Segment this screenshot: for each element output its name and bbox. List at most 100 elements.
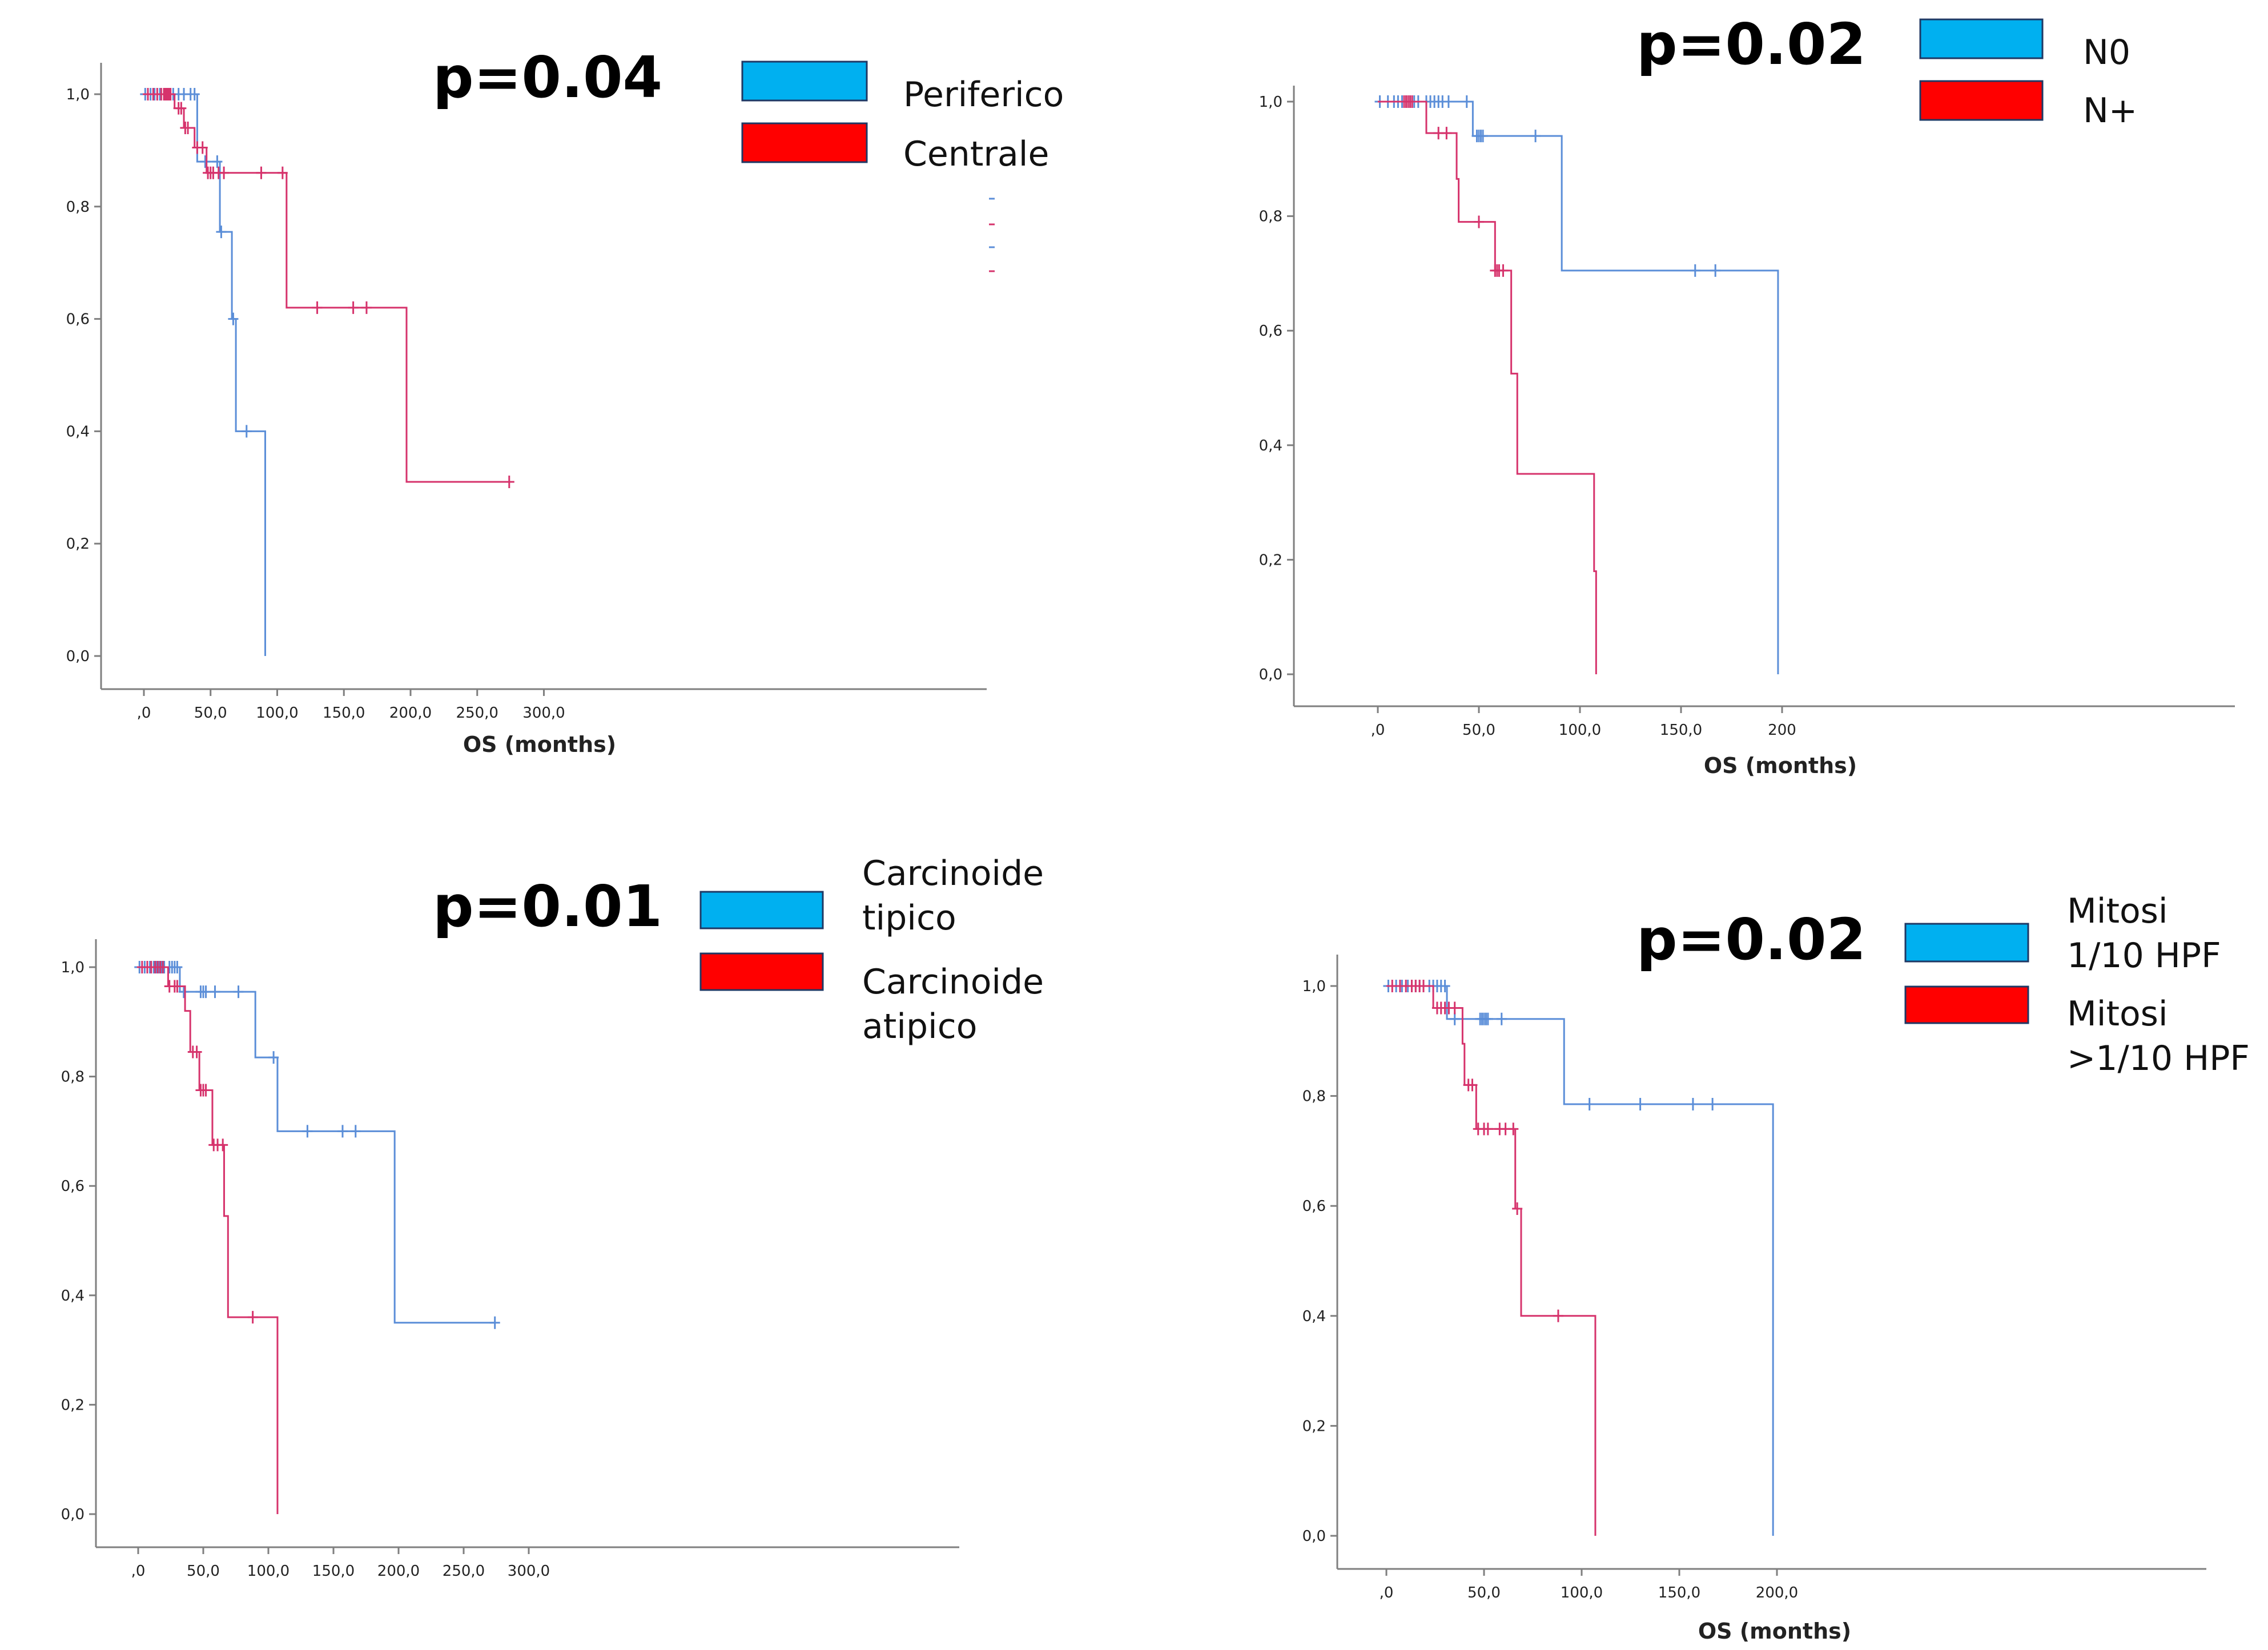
- km-curve-blue: [138, 966, 495, 1324]
- censor-mark: [1498, 264, 1509, 277]
- censor-mark: [178, 985, 189, 999]
- y-tick-label: 1,0: [1259, 94, 1282, 111]
- legend-line: Mitosi: [2067, 891, 2168, 931]
- y-tick-label: 0,2: [66, 536, 90, 553]
- y-tick-label: 0,6: [61, 1178, 85, 1195]
- chart-panel-1: 0,0 0,2 0,4 0,6 0,8 1,0 ,0 50,0 100,0 150,0 200,0 2…: [66, 44, 1064, 757]
- censor-mark: [348, 301, 359, 314]
- x-tick-label: ,0: [1371, 722, 1385, 739]
- x-tick-label: 200,0: [377, 1563, 420, 1580]
- plot-area-3: 0,0 0,2 0,4 0,6 0,8 1,0 ,0 50,0 100,0 150,0 200,0 2…: [61, 939, 959, 1580]
- x-tick-label: 300,0: [508, 1563, 550, 1580]
- y-tick-label: 0,6: [1302, 1198, 1326, 1215]
- legend-label-centrale: Centrale: [903, 134, 1049, 174]
- p-value-3: p=0.01: [433, 873, 662, 940]
- censor-mark: [165, 88, 176, 100]
- y-tick-label: 0,6: [1259, 323, 1282, 340]
- legend-swatch-n0: [1919, 18, 2044, 59]
- legend-2: N0 N+: [1919, 18, 2137, 131]
- x-tick-label: 100,0: [247, 1563, 289, 1580]
- legend-swatch-periferico: [741, 61, 868, 102]
- legend-1: Periferico Centrale: [741, 61, 1064, 272]
- y-tick-label: 0,6: [66, 311, 90, 328]
- x-tick-label: 150,0: [1658, 1584, 1700, 1601]
- legend-label-mitosi-high: Mitosi >1/10 HPF: [2067, 994, 2250, 1078]
- censor-mark: [172, 980, 183, 993]
- y-tick-label: 0,4: [1259, 437, 1282, 454]
- legend-swatch-mitosi-low: [1904, 923, 2029, 963]
- censor-mark: [1449, 1001, 1460, 1015]
- y-tick-label: 1,0: [66, 86, 90, 103]
- km-curve-red: [138, 966, 279, 1514]
- legend-swatch-carcinoide-tipico: [699, 891, 824, 929]
- censor-mark: [197, 141, 208, 154]
- x-tick-label: 150,0: [323, 705, 365, 722]
- censor-mark: [183, 122, 194, 135]
- x-tick-label: 200,0: [1756, 1584, 1798, 1601]
- legend-3: Carcinoide tipico Carcinoide atipico: [699, 854, 1055, 1047]
- y-tick-label: 0,0: [61, 1506, 85, 1523]
- x-tick-label: 250,0: [443, 1563, 485, 1580]
- censor-mark: [212, 155, 223, 168]
- censor-mark: [1439, 980, 1450, 992]
- x-tick-label: ,0: [137, 705, 151, 722]
- censor-mark: [350, 1125, 361, 1138]
- y-tick-label: 0,0: [1259, 666, 1282, 683]
- censor-mark: [1496, 1012, 1507, 1025]
- x-tick-label: 100,0: [256, 705, 298, 722]
- plot-area-2: 0,0 0,2 0,4 0,6 0,8 1,0 ,0 50,0 100,0 150,0 200: [1259, 86, 2235, 739]
- legend-label-n0: N0: [2083, 33, 2130, 73]
- censor-mark: [200, 1084, 211, 1097]
- legend-label-carcinoide-tipico: Carcinoide tipico: [862, 854, 1055, 938]
- censor-mark: [1584, 1098, 1595, 1111]
- x-tick-label: ,0: [131, 1563, 146, 1580]
- p-value-4: p=0.02: [1636, 906, 1866, 973]
- censor-mark: [277, 166, 288, 179]
- x-tick-label: 100,0: [1559, 722, 1601, 739]
- censor-mark: [1512, 1202, 1523, 1216]
- y-tick-label: 0,4: [1302, 1308, 1326, 1325]
- x-tick-label: 250,0: [456, 705, 498, 722]
- censor-mark: [504, 475, 514, 488]
- censor-mark: [191, 1045, 202, 1059]
- legend-swatch-carcinoide-atipico: [699, 952, 824, 991]
- censor-mark: [1482, 1012, 1493, 1025]
- censor-mark: [210, 985, 220, 999]
- censor-mark: [247, 1311, 258, 1324]
- x-tick-label: ,0: [1380, 1584, 1394, 1601]
- y-tick-label: 1,0: [61, 959, 85, 976]
- x-tick-label: 300,0: [522, 705, 565, 722]
- censor-mark: [1508, 1122, 1519, 1136]
- censor-mark: [312, 301, 323, 314]
- legend-swatch-nplus: [1919, 80, 2044, 121]
- x-axis-title-1: OS (months): [463, 732, 616, 757]
- censor-mark: [1443, 95, 1454, 108]
- y-tick-label: 1,0: [1302, 978, 1326, 995]
- plot-area-1: 0,0 0,2 0,4 0,6 0,8 1,0 ,0 50,0 100,0 150,0 200,0 2…: [66, 63, 987, 722]
- legend-label-nplus: N+: [2083, 91, 2137, 131]
- legend-line: Carcinoide: [862, 854, 1044, 894]
- legend-line: Carcinoide: [862, 962, 1044, 1002]
- censor-mark: [1461, 95, 1472, 108]
- censor-mark: [1687, 1098, 1698, 1111]
- censor-mark: [219, 166, 230, 179]
- y-tick-label: 0,0: [66, 648, 90, 665]
- legend-line: 1/10 HPF: [2067, 936, 2221, 976]
- legend-swatch-mitosi-high: [1904, 985, 2029, 1024]
- censor-mark: [233, 985, 244, 999]
- censor-mark: [218, 1138, 228, 1152]
- censor-mark: [228, 312, 239, 325]
- legend-line: atipico: [862, 1007, 977, 1047]
- censor-mark: [1553, 1309, 1563, 1322]
- censor-mark: [1441, 127, 1452, 140]
- censor-mark: [1407, 95, 1418, 108]
- chart-panel-4: 0,00,20,40,60,81,0,0 50,0 100,0 150,0 200,0 …: [1302, 891, 2250, 1644]
- censor-mark: [1478, 130, 1489, 143]
- y-tick-label: 0,2: [1302, 1418, 1326, 1435]
- censor-mark: [216, 226, 227, 239]
- y-tick-label: 0,0: [1302, 1528, 1326, 1545]
- y-tick-label: 0,4: [61, 1287, 85, 1305]
- legend-residual-marks: [989, 198, 995, 272]
- censor-mark: [1418, 980, 1429, 992]
